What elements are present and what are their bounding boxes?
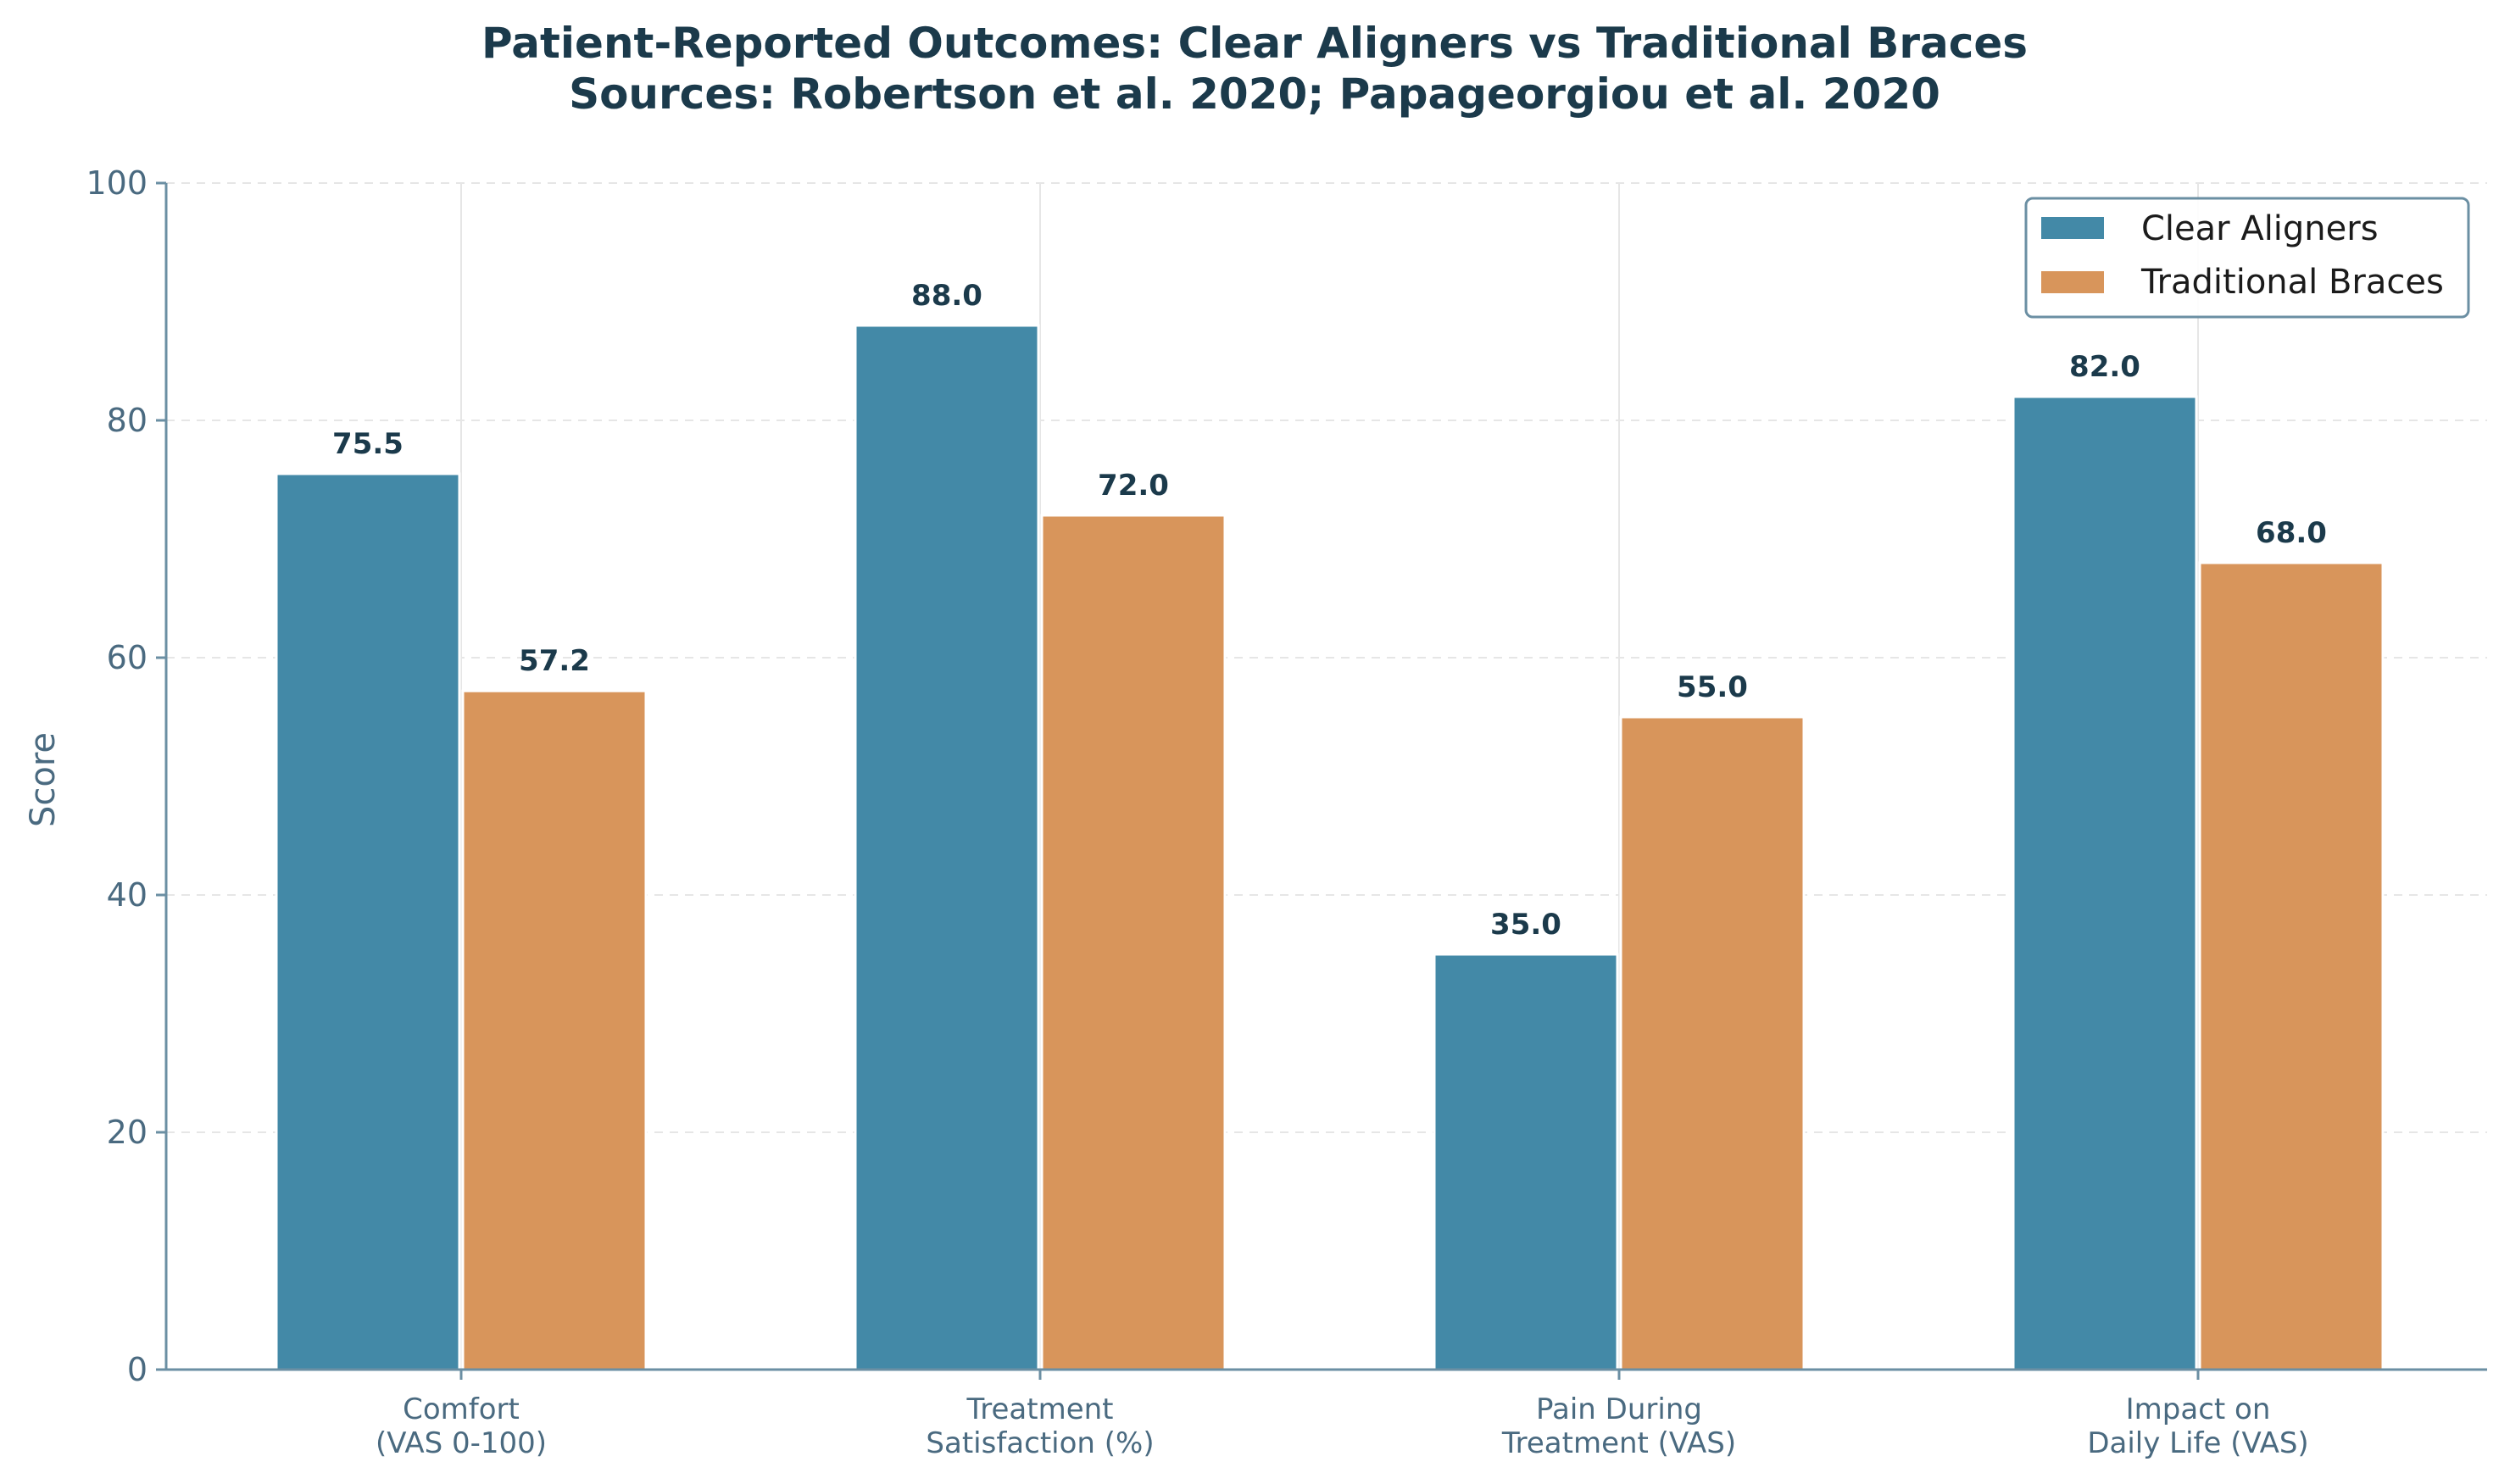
- bar-clear-aligners: [1433, 953, 1619, 1371]
- x-tick-label: Treatment: [966, 1392, 1113, 1426]
- y-tick-label: 80: [107, 402, 147, 439]
- chart-title: Patient-Reported Outcomes: Clear Aligner…: [481, 19, 2028, 68]
- value-label-traditional-braces: 57.2: [519, 644, 590, 678]
- axes: 0 20 40 60 80 100 Comfort(VAS 0-100) TreatmentS…: [86, 164, 2487, 1460]
- legend-swatch-clear-aligners: [2041, 217, 2104, 239]
- bar-traditional-braces: [1619, 715, 1806, 1371]
- x-tick-label: Impact on: [2126, 1392, 2271, 1426]
- y-tick-label: 40: [107, 876, 147, 914]
- x-tick-label: Treatment (VAS): [1501, 1426, 1736, 1460]
- bar-clear-aligners: [2012, 395, 2198, 1371]
- value-label-traditional-braces: 72.0: [1098, 469, 1169, 503]
- y-tick-label: 0: [127, 1351, 147, 1388]
- legend-label-traditional-braces: Traditional Braces: [2140, 263, 2444, 302]
- bar-clear-aligners: [275, 472, 461, 1371]
- value-label-clear-aligners: 35.0: [1490, 908, 1561, 942]
- bar-traditional-braces: [2198, 561, 2385, 1371]
- value-label-clear-aligners: 82.0: [2069, 350, 2140, 384]
- value-label-clear-aligners: 75.5: [332, 427, 403, 461]
- value-labels: 75.5 88.0 35.0 82.0 57.2 72.0 55.0 68.0: [332, 279, 2327, 942]
- value-label-traditional-braces: 68.0: [2256, 516, 2327, 550]
- y-tick-label: 20: [107, 1114, 147, 1151]
- y-tick-label: 100: [86, 164, 147, 202]
- x-tick-label: Satisfaction (%): [926, 1426, 1154, 1460]
- value-label-clear-aligners: 88.0: [911, 279, 982, 313]
- x-tick-label: (VAS 0-100): [376, 1426, 547, 1460]
- legend-frame: [2024, 197, 2470, 319]
- x-tick-label: Daily Life (VAS): [2087, 1426, 2308, 1460]
- legend-swatch-traditional-braces: [2041, 271, 2104, 293]
- y-axis-label: Score: [24, 732, 63, 827]
- bar-traditional-braces: [461, 689, 648, 1371]
- value-label-traditional-braces: 55.0: [1677, 670, 1748, 704]
- legend-label-clear-aligners: Clear Aligners: [2141, 209, 2379, 248]
- x-tick-label: Comfort: [403, 1392, 520, 1426]
- bar-clear-aligners: [854, 324, 1040, 1371]
- bars: [275, 324, 2385, 1371]
- bar-traditional-braces: [1040, 514, 1227, 1371]
- y-tick-label: 60: [107, 639, 147, 676]
- x-tick-label: Pain During: [1536, 1392, 1702, 1426]
- chart-subtitle: Sources: Robertson et al. 2020; Papageor…: [569, 69, 1940, 119]
- legend: Clear Aligners Traditional Braces: [2024, 197, 2470, 319]
